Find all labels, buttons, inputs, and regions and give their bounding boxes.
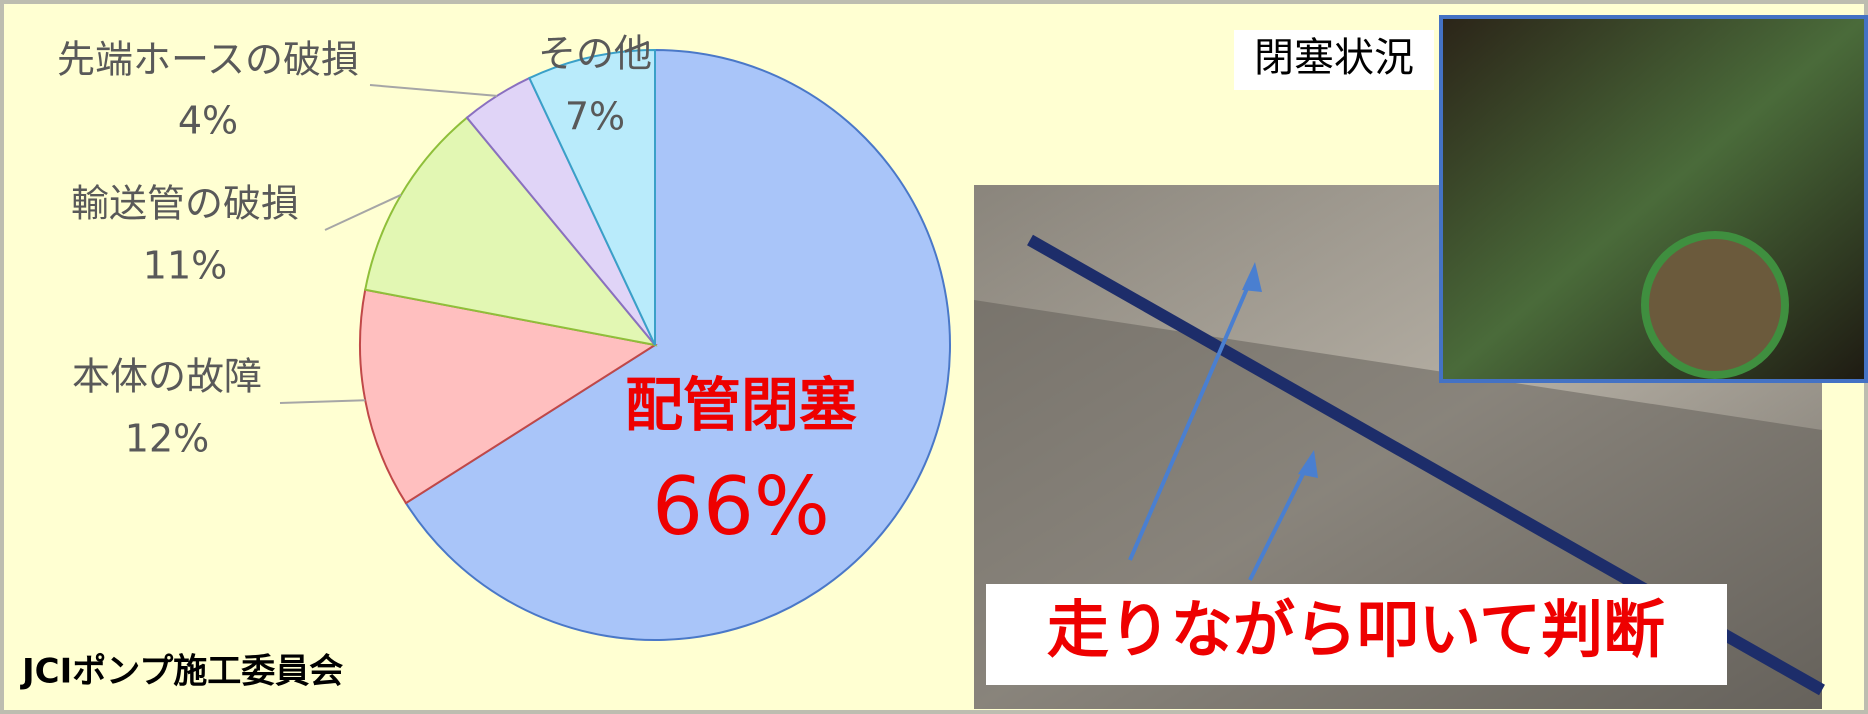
value-label: 4%: [178, 99, 238, 143]
value-label: 7%: [565, 95, 625, 139]
category-label: 輸送管の破損: [71, 182, 299, 226]
category-label: その他: [538, 32, 652, 76]
value-label: 12%: [125, 417, 209, 461]
photo-caption: 閉塞状況: [1254, 35, 1414, 81]
category-label: 先端ホースの破損: [57, 38, 359, 82]
pipe-end: [1645, 235, 1785, 375]
annotation: 走りながら叩いて判断: [1047, 593, 1665, 666]
category-label: 本体の故障: [72, 355, 262, 399]
source: JCIポンプ施工委員会: [20, 652, 343, 692]
category-label: 配管閉塞: [625, 371, 857, 439]
value-label: 66%: [652, 460, 830, 553]
value-label: 11%: [143, 244, 227, 288]
page: 配管閉塞66%本体の故障12%輸送管の破損11%先端ホースの破損4%その他7% …: [0, 0, 1868, 714]
